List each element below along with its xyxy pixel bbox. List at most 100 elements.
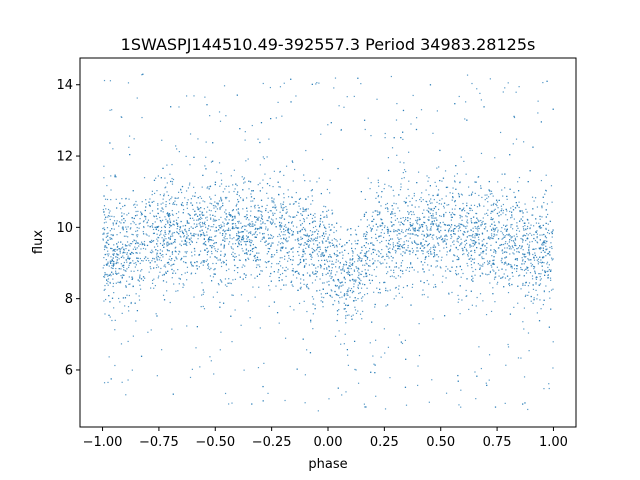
- data-point: [421, 224, 423, 226]
- data-point: [343, 295, 345, 297]
- data-point: [207, 239, 209, 241]
- data-point: [263, 362, 265, 364]
- data-point: [236, 184, 238, 187]
- data-point: [407, 228, 409, 231]
- data-point: [196, 215, 199, 217]
- data-point: [405, 235, 407, 237]
- data-point: [405, 230, 407, 232]
- data-point: [364, 264, 366, 266]
- data-point: [522, 321, 524, 323]
- data-point: [425, 256, 427, 258]
- data-point: [162, 280, 165, 282]
- data-point: [220, 224, 222, 226]
- data-point: [227, 222, 230, 224]
- data-point: [292, 216, 295, 218]
- data-point: [548, 232, 550, 235]
- data-point: [403, 243, 406, 245]
- data-point: [140, 241, 143, 243]
- data-point: [126, 231, 128, 233]
- data-point: [180, 220, 182, 223]
- data-point: [507, 234, 509, 236]
- data-point: [226, 238, 228, 240]
- data-point: [335, 293, 337, 296]
- data-point: [370, 228, 373, 231]
- data-point: [527, 238, 529, 240]
- data-point: [121, 247, 123, 249]
- data-point: [186, 219, 188, 222]
- data-point: [526, 237, 529, 239]
- data-point: [116, 234, 118, 236]
- data-point: [106, 247, 108, 249]
- data-point: [424, 216, 426, 218]
- data-point: [322, 306, 324, 308]
- data-point: [305, 247, 307, 249]
- data-point: [196, 223, 198, 225]
- data-point: [322, 211, 324, 213]
- data-point: [495, 203, 497, 205]
- data-point: [346, 272, 348, 274]
- data-point: [123, 222, 125, 224]
- data-point: [532, 265, 535, 268]
- data-point: [299, 229, 302, 232]
- data-point: [281, 241, 283, 244]
- data-point: [331, 260, 333, 262]
- data-point: [431, 221, 433, 223]
- data-point: [176, 197, 178, 199]
- data-point: [457, 294, 459, 297]
- data-point: [366, 256, 369, 259]
- data-point: [306, 349, 308, 351]
- data-point: [162, 211, 164, 213]
- data-point: [481, 245, 484, 247]
- data-point: [462, 234, 465, 236]
- data-point: [419, 198, 421, 201]
- data-point: [532, 214, 534, 216]
- data-point: [484, 199, 486, 201]
- data-point: [390, 269, 392, 271]
- data-point: [135, 320, 137, 322]
- data-point: [412, 233, 414, 235]
- data-point: [358, 257, 361, 259]
- data-point: [298, 246, 300, 248]
- data-point: [281, 115, 283, 117]
- data-point: [468, 252, 470, 254]
- data-point: [517, 247, 520, 249]
- data-point: [138, 245, 140, 247]
- data-point: [547, 274, 550, 276]
- data-point: [228, 185, 230, 187]
- data-point: [219, 301, 221, 304]
- data-point: [417, 365, 419, 367]
- data-point: [477, 219, 479, 221]
- data-point: [417, 235, 419, 237]
- data-point: [232, 215, 234, 218]
- data-point: [421, 212, 424, 214]
- data-point: [137, 257, 139, 259]
- data-point: [550, 308, 552, 310]
- data-point: [546, 231, 549, 234]
- data-point: [470, 229, 472, 231]
- data-point: [504, 235, 506, 237]
- data-point: [535, 231, 537, 233]
- data-point: [107, 255, 109, 257]
- data-point: [391, 212, 393, 214]
- data-point: [120, 282, 122, 284]
- data-point: [280, 217, 282, 219]
- data-point: [212, 218, 215, 220]
- data-point: [149, 251, 152, 253]
- data-point: [202, 305, 204, 308]
- data-point: [411, 213, 413, 216]
- data-point: [486, 197, 488, 199]
- data-point: [115, 223, 117, 225]
- data-point: [158, 259, 160, 261]
- data-point: [166, 249, 168, 251]
- data-point: [337, 387, 339, 389]
- data-point: [178, 106, 180, 108]
- data-point: [214, 230, 216, 232]
- data-point: [165, 201, 167, 203]
- data-point: [507, 263, 510, 265]
- data-point: [287, 240, 289, 242]
- data-point: [512, 228, 514, 230]
- data-point: [408, 212, 410, 214]
- data-point: [152, 223, 154, 225]
- data-point: [512, 205, 514, 208]
- data-point: [295, 95, 297, 97]
